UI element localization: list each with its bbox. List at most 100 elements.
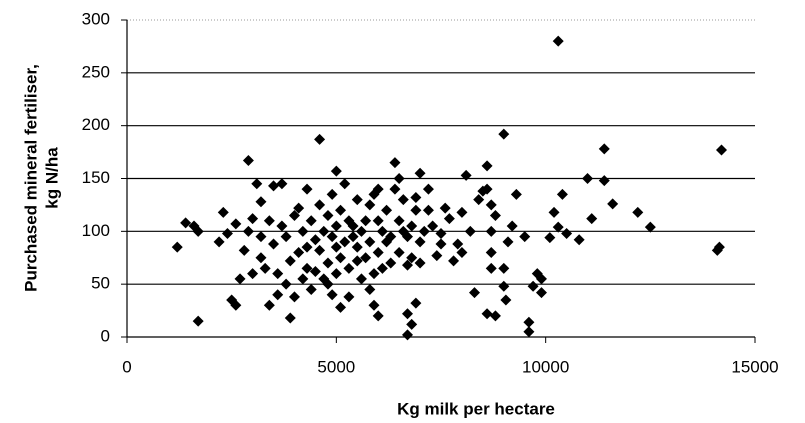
point <box>431 250 443 262</box>
y-tick-label: 200 <box>82 115 110 134</box>
point <box>268 180 280 192</box>
y-tick-label: 250 <box>82 62 110 81</box>
point <box>406 220 418 232</box>
x-tick-label: 5000 <box>317 357 355 376</box>
point <box>414 257 426 269</box>
point <box>288 209 300 221</box>
point <box>305 283 317 295</box>
point <box>347 231 359 243</box>
point <box>360 215 372 227</box>
point <box>255 231 267 243</box>
point <box>318 225 330 237</box>
point <box>351 241 363 253</box>
point <box>489 209 501 221</box>
point <box>552 35 564 47</box>
point <box>364 236 376 248</box>
point <box>221 227 233 239</box>
point <box>335 204 347 216</box>
point <box>213 236 225 248</box>
point <box>284 255 296 267</box>
point <box>711 244 723 256</box>
point <box>314 133 326 145</box>
point <box>502 236 514 248</box>
point <box>272 268 284 280</box>
point <box>544 232 556 244</box>
point <box>351 194 363 206</box>
point <box>247 213 259 225</box>
y-axis-label: kg N/ha <box>42 147 61 209</box>
y-axis-label: Purchased mineral fertiliser, <box>21 64 40 292</box>
point <box>393 246 405 258</box>
point <box>439 202 451 214</box>
point <box>414 236 426 248</box>
point <box>452 238 464 250</box>
point <box>464 225 476 237</box>
y-tick-label: 150 <box>82 168 110 187</box>
y-tick-label: 0 <box>101 326 110 345</box>
point <box>448 255 460 267</box>
point <box>498 280 510 292</box>
point <box>527 280 539 292</box>
point <box>255 196 267 208</box>
point <box>322 257 334 269</box>
point <box>422 204 434 216</box>
point <box>435 227 447 239</box>
point <box>506 220 518 232</box>
point <box>485 246 497 258</box>
y-tick-label: 50 <box>91 274 110 293</box>
point <box>498 128 510 140</box>
point <box>523 326 535 338</box>
point <box>330 268 342 280</box>
point <box>355 225 367 237</box>
point <box>535 273 547 285</box>
y-tick-label: 300 <box>82 9 110 28</box>
point <box>288 291 300 303</box>
point <box>485 225 497 237</box>
point <box>548 206 560 218</box>
point <box>335 252 347 264</box>
point <box>297 225 309 237</box>
point <box>402 259 414 271</box>
point <box>364 283 376 295</box>
point <box>500 294 512 306</box>
point <box>276 220 288 232</box>
point <box>481 308 493 320</box>
point <box>485 262 497 274</box>
point <box>280 278 292 290</box>
point <box>372 310 384 322</box>
point <box>376 225 388 237</box>
point <box>251 178 263 190</box>
point <box>301 183 313 195</box>
point <box>376 262 388 274</box>
point <box>477 185 489 197</box>
point <box>598 175 610 187</box>
point <box>314 199 326 211</box>
point <box>368 188 380 200</box>
point <box>171 241 183 253</box>
point <box>443 213 455 225</box>
point <box>339 178 351 190</box>
point <box>456 206 468 218</box>
point <box>364 199 376 211</box>
point <box>410 204 422 216</box>
point <box>242 225 254 237</box>
x-tick-label: 0 <box>122 357 131 376</box>
point <box>573 234 585 246</box>
point <box>510 188 522 200</box>
point <box>402 329 414 341</box>
point <box>402 308 414 320</box>
point <box>632 206 644 218</box>
point <box>406 318 418 330</box>
point <box>372 246 384 258</box>
point <box>326 289 338 301</box>
x-tick-label: 15000 <box>731 357 778 376</box>
x-axis-label: Kg milk per hectare <box>397 399 555 418</box>
point <box>355 273 367 285</box>
point <box>263 215 275 227</box>
point <box>368 299 380 311</box>
point <box>427 220 439 232</box>
point <box>217 206 229 218</box>
point <box>385 257 397 269</box>
point <box>389 157 401 169</box>
point <box>297 273 309 285</box>
